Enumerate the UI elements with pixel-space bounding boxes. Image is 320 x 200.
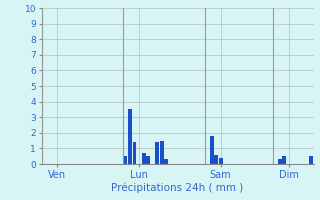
Bar — [124, 156, 127, 164]
Bar — [214, 155, 218, 164]
Bar — [142, 153, 146, 164]
Bar — [309, 156, 313, 164]
Bar — [132, 142, 136, 164]
Bar — [210, 136, 213, 164]
Bar — [155, 142, 159, 164]
Bar — [219, 158, 223, 164]
Bar — [278, 159, 282, 164]
Bar — [160, 141, 164, 164]
Bar — [146, 156, 150, 164]
X-axis label: Précipitations 24h ( mm ): Précipitations 24h ( mm ) — [111, 182, 244, 193]
Bar — [128, 109, 132, 164]
Bar — [282, 156, 286, 164]
Bar — [164, 159, 168, 164]
